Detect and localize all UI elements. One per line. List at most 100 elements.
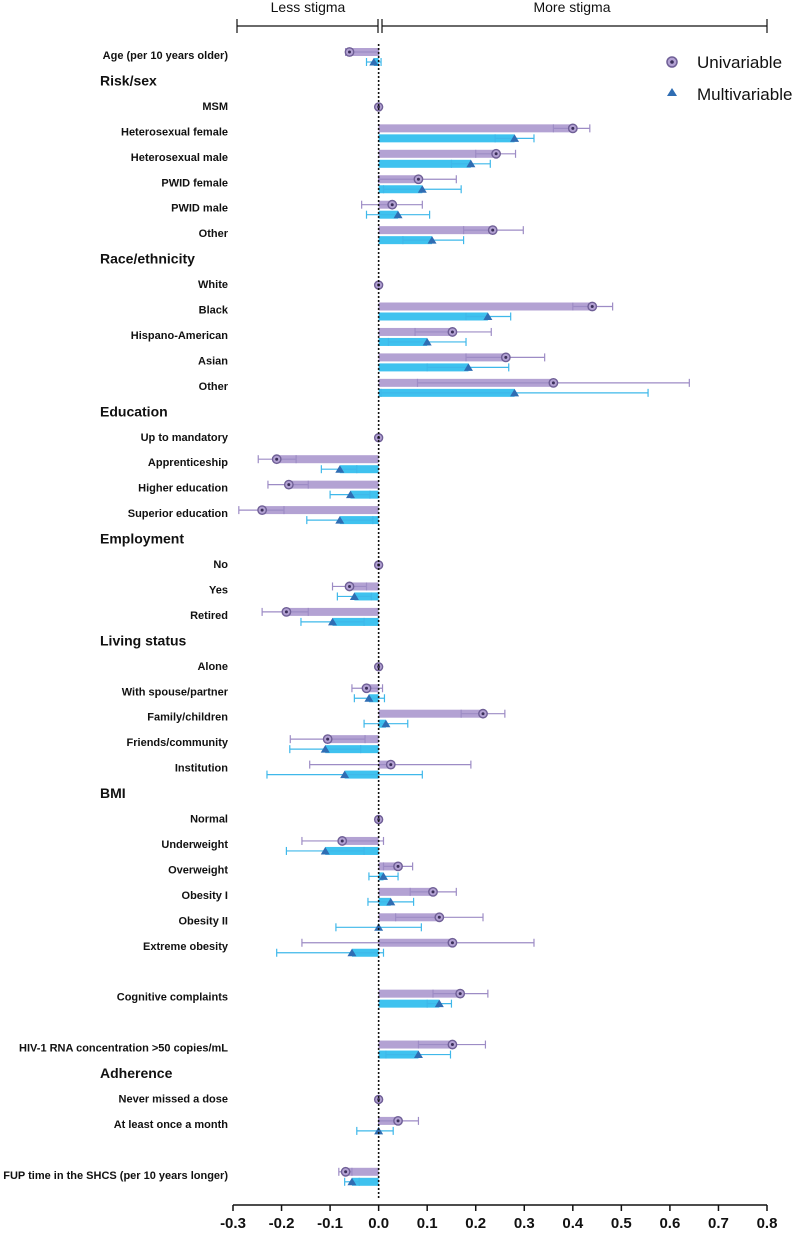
row-label: No [213, 559, 228, 571]
x-tick-label: 0.8 [757, 1215, 778, 1232]
multivariable-point [483, 312, 493, 320]
univariable-bar [276, 455, 379, 464]
row-label: At least once a month [114, 1119, 229, 1131]
x-tick-label: -0.1 [317, 1215, 343, 1232]
row-label: PWID male [171, 203, 228, 215]
group-label: Race/ethnicity [100, 251, 195, 267]
row-label: Apprenticeship [148, 457, 228, 469]
reference-point-center [377, 105, 381, 109]
univariable-point-center [450, 1043, 454, 1047]
univariable-point-center [390, 203, 394, 207]
multivariable-point [466, 159, 476, 168]
row-label: Retired [190, 610, 228, 622]
rows-layer: Age (per 10 years older) Risk/sex MSM Heter… [3, 44, 690, 1198]
row-label: Heterosexual female [121, 126, 228, 138]
univariable-point-center [389, 763, 393, 767]
row-label: Superior education [128, 508, 229, 520]
row-label: Higher education [138, 483, 228, 495]
multivariable-point [413, 1050, 423, 1059]
row-label: Extreme obesity [143, 941, 229, 953]
multivariable-point [340, 770, 350, 779]
univariable-point-center [365, 686, 368, 690]
multivariable-point [320, 745, 330, 753]
row-label: Underweight [161, 839, 228, 851]
x-tick-label: 0.4 [562, 1215, 584, 1232]
univariable-point-center [344, 1170, 348, 1174]
univariable-point-center [590, 305, 594, 308]
row-label: Heterosexual male [131, 152, 228, 164]
multivariable-point [347, 948, 357, 957]
row-label: Never missed a dose [119, 1093, 228, 1105]
univariable-point-center [326, 737, 330, 741]
row-label: Yes [209, 584, 228, 596]
univariable-point-center [504, 355, 508, 359]
multivariable-point [463, 363, 473, 371]
multivariable-bar [339, 465, 379, 474]
univariable-bar [378, 353, 506, 362]
univariable-point-center [416, 177, 420, 181]
x-tick-label: 0.5 [611, 1215, 632, 1232]
multivariable-point [510, 388, 520, 397]
header-less-stigma: Less stigma [271, 0, 346, 15]
group-label: Education [100, 403, 168, 419]
univariable-point-center [571, 126, 575, 130]
multivariable-bar [378, 999, 440, 1008]
univariable-bar [378, 226, 493, 235]
multivariable-point [510, 134, 520, 142]
univariable-point-center [396, 864, 400, 868]
univariable-bar [288, 480, 379, 489]
header-more-stigma: More stigma [533, 0, 610, 15]
univariable-point-center [481, 712, 485, 716]
row-label: Asian [198, 355, 228, 367]
row-label: With spouse/partner [122, 686, 229, 698]
multivariable-point [427, 236, 437, 244]
multivariable-point [374, 923, 384, 931]
univariable-bar [378, 887, 434, 896]
multivariable-point [369, 58, 379, 66]
multivariable-point [417, 185, 427, 193]
multivariable-bar [378, 363, 469, 372]
univariable-bar [286, 607, 379, 616]
legend-univariable-label: Univariable [697, 53, 782, 72]
multivariable-point [328, 617, 338, 626]
multivariable-point [347, 1177, 357, 1186]
group-label: Living status [100, 632, 187, 648]
multivariable-point [320, 846, 330, 855]
multivariable-bar [351, 1177, 379, 1186]
x-tick-label: 0.6 [659, 1215, 680, 1232]
univariable-point-center [450, 941, 454, 945]
multivariable-bar [378, 134, 515, 143]
row-label: Friends/community [127, 737, 229, 749]
univariable-bar [378, 302, 593, 311]
group-label: Adherence [100, 1065, 173, 1081]
univariable-point-center [551, 381, 555, 385]
univariable-point-center [396, 1119, 400, 1123]
row-label: Hispano-American [131, 330, 228, 342]
univariable-point-center [287, 483, 291, 487]
row-label: MSM [202, 101, 228, 113]
row-label: White [198, 279, 228, 291]
multivariable-point [364, 694, 374, 702]
legend-multivariable-marker [667, 88, 677, 96]
row-label: PWID female [161, 177, 228, 189]
multivariable-point [378, 872, 388, 880]
row-label: Family/children [147, 712, 228, 724]
multivariable-bar [378, 312, 488, 321]
univariable-point-center [458, 992, 462, 996]
multivariable-point [335, 465, 345, 473]
x-axis: -0.3 -0.2 -0.1 0.0 0.1 0.2 0.3 0.4 0.5 0.6 0.7 0.8 [220, 1204, 778, 1232]
row-label: Up to mandatory [141, 432, 229, 444]
univariable-point-center [491, 228, 495, 232]
row-label: Institution [175, 763, 228, 775]
univariable-bar [378, 709, 484, 718]
x-tick-label: -0.3 [220, 1215, 246, 1232]
univariable-point-center [494, 152, 498, 156]
row-label: Cognitive complaints [117, 992, 228, 1004]
multivariable-point [393, 210, 403, 219]
univariable-bar [378, 149, 497, 158]
x-tick-label: 0.0 [368, 1215, 389, 1232]
univariable-point-center [348, 50, 352, 54]
x-tick-label: 0.2 [465, 1215, 486, 1232]
x-tick-label: -0.2 [269, 1215, 295, 1232]
